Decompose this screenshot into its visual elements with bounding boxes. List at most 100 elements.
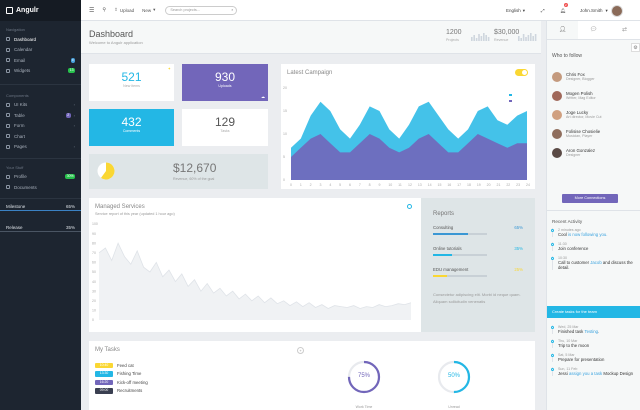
panel-title: Latest Campaign bbox=[287, 70, 333, 76]
latest-campaign-panel: Latest Campaign 0 5 10 15 20 0 1 2 3 4 5 6 7 8 9 10 11 12… bbox=[281, 64, 535, 189]
settings-gear-icon[interactable]: ⚙ bbox=[631, 43, 640, 52]
follow-suggestion[interactable]: Joge Lucky Art director, Movie Cut bbox=[552, 105, 638, 124]
email-count-badge: 9 bbox=[70, 58, 75, 63]
chat-icon: 💬︎ bbox=[589, 27, 598, 33]
panel-subtitle: Service report of this year (updated 1 h… bbox=[95, 212, 175, 216]
sidebar-item-email[interactable]: Email 9 bbox=[0, 55, 81, 66]
tile-tasks[interactable]: 129 Tasks bbox=[182, 109, 268, 146]
report-progress-track bbox=[433, 233, 487, 235]
user-icon[interactable]: ⚲ bbox=[102, 7, 107, 13]
person-role: Art director, Movie Cut bbox=[566, 115, 602, 119]
panel-title: My Tasks bbox=[95, 347, 120, 353]
svg-text:15: 15 bbox=[438, 183, 442, 187]
tile-value: 930 bbox=[214, 70, 236, 84]
refresh-icon[interactable] bbox=[407, 204, 412, 209]
follow-suggestion[interactable]: Mogen Polish Writter, Mag Editor bbox=[552, 86, 638, 105]
follow-suggestion[interactable]: Folisise Chosielie Musician, Player bbox=[552, 124, 638, 143]
revenue-pie-chart bbox=[97, 162, 115, 180]
sidebar-item-calendar[interactable]: Calendar bbox=[0, 45, 81, 56]
report-progress-fill bbox=[433, 275, 447, 277]
form-icon bbox=[6, 123, 10, 128]
sidebar-item-profile[interactable]: Profile 30% bbox=[0, 172, 81, 183]
tab-people[interactable]: 👤︎ bbox=[547, 21, 578, 39]
svg-text:60: 60 bbox=[92, 261, 96, 265]
menu-toggle-icon[interactable]: ☰ bbox=[89, 7, 95, 14]
svg-text:0: 0 bbox=[283, 178, 285, 182]
tile-label: New items bbox=[123, 84, 140, 88]
new-label: New bbox=[142, 7, 152, 13]
create-tasks-banner[interactable]: Create tasks for the team bbox=[547, 306, 640, 318]
projects-sparkline bbox=[471, 33, 490, 41]
sidebar-item-pages[interactable]: Pages › bbox=[0, 142, 81, 153]
svg-text:5: 5 bbox=[339, 183, 341, 187]
follow-suggestion[interactable]: Chris Fox Designer, Blogger bbox=[552, 67, 638, 86]
activity-item: Thu, 10 Mar Trip to the moon bbox=[551, 339, 638, 348]
notifications-count: 2 bbox=[564, 3, 568, 7]
pages-icon bbox=[6, 144, 10, 149]
report-item: Consulting 65% bbox=[433, 223, 523, 244]
tile-value: 432 bbox=[121, 115, 142, 129]
search-input[interactable]: Search projects... ⌕ bbox=[165, 5, 238, 15]
more-connections-button[interactable]: More Connections bbox=[562, 194, 618, 203]
projects-count: 1200 bbox=[446, 29, 462, 36]
caret-down-icon: ▾ bbox=[605, 7, 608, 13]
task-item[interactable]: 16:20 Kick-off meeting bbox=[95, 378, 295, 387]
sidebar-item-table[interactable]: Table 2 › bbox=[0, 110, 81, 121]
activity-item: 11:30 Join conference bbox=[551, 242, 638, 251]
activity-text: Finished task Testing. bbox=[558, 329, 600, 334]
activity-time: 11:30 bbox=[558, 242, 567, 246]
language-dropdown[interactable]: English ▾ bbox=[506, 0, 525, 21]
your-stuff-section-title: Your Stuff bbox=[6, 164, 24, 170]
aside-tabs: 👤︎ 💬︎ ⇄ bbox=[547, 21, 640, 40]
tab-transfer[interactable]: ⇄ bbox=[609, 21, 640, 39]
sidebar-item-form[interactable]: Form › bbox=[0, 121, 81, 132]
svg-text:1: 1 bbox=[300, 183, 302, 187]
tab-chat[interactable]: 💬︎ bbox=[578, 21, 609, 39]
sidebar-item-ui-kits[interactable]: UI Kits › bbox=[0, 100, 81, 111]
release-progress: Release 35% bbox=[0, 223, 81, 233]
brand[interactable]: Angulr bbox=[0, 0, 81, 21]
new-button[interactable]: New ▾ bbox=[142, 7, 155, 13]
task-item[interactable]: 13:30 Fishing Time bbox=[95, 370, 295, 379]
svg-text:20: 20 bbox=[283, 86, 287, 90]
svg-text:19: 19 bbox=[477, 183, 481, 187]
chart-icon bbox=[6, 134, 10, 139]
task-time: 09:00 bbox=[95, 388, 113, 394]
profile-badge: 30% bbox=[65, 174, 75, 180]
sidebar-item-widgets[interactable]: Widgets 13 bbox=[0, 66, 81, 77]
svg-text:6: 6 bbox=[349, 183, 351, 187]
add-task-icon[interactable]: + bbox=[297, 347, 304, 354]
tile-new-items[interactable]: 521 New items ✦ bbox=[89, 64, 174, 101]
svg-text:20: 20 bbox=[92, 299, 96, 303]
notifications-button[interactable]: 🔔︎ 2 bbox=[560, 0, 568, 21]
table-icon bbox=[6, 113, 10, 118]
timeline-dot bbox=[551, 354, 554, 357]
report-item: Online tutorials 35% bbox=[433, 244, 523, 265]
sidebar-item-documents[interactable]: Documents bbox=[0, 182, 81, 193]
activity-item: 2 minutes ago Cool is now following you. bbox=[551, 228, 638, 237]
caret-down-icon: ▾ bbox=[522, 7, 526, 13]
task-label: Recruitments bbox=[117, 388, 143, 394]
ui-kits-icon bbox=[6, 102, 10, 107]
task-item[interactable]: 09:00 Recruitments bbox=[95, 387, 295, 396]
report-label: Consulting bbox=[433, 225, 454, 230]
dashboard-icon bbox=[6, 37, 10, 42]
milestone-progress: Milestone 65% bbox=[0, 202, 81, 212]
tile-uploads[interactable]: 930 Uploads ☁ bbox=[182, 64, 268, 101]
activity-item: 10:30 Call to customer Jacob and discuss … bbox=[551, 256, 638, 270]
svg-text:10: 10 bbox=[283, 132, 287, 136]
sidebar-item-dashboard[interactable]: Dashboard bbox=[0, 34, 81, 45]
user-menu[interactable]: John.Smith ▾ bbox=[580, 0, 627, 21]
recent-activity-title: Recent Activity bbox=[552, 219, 583, 224]
follow-suggestion[interactable]: Aron Gonzalez Designer bbox=[552, 143, 638, 162]
campaign-toggle[interactable] bbox=[515, 69, 528, 76]
svg-text:9: 9 bbox=[379, 183, 381, 187]
task-item[interactable]: 10:40 Feed cat bbox=[95, 361, 295, 370]
avatar bbox=[552, 147, 562, 158]
sidebar-item-chart[interactable]: Chart bbox=[0, 131, 81, 142]
tile-comments[interactable]: 432 Comments bbox=[89, 109, 174, 146]
fullscreen-icon[interactable]: ⤢ bbox=[541, 8, 545, 13]
report-progress-fill bbox=[433, 254, 452, 256]
upload-button[interactable]: ⇪ Upload bbox=[114, 7, 134, 13]
